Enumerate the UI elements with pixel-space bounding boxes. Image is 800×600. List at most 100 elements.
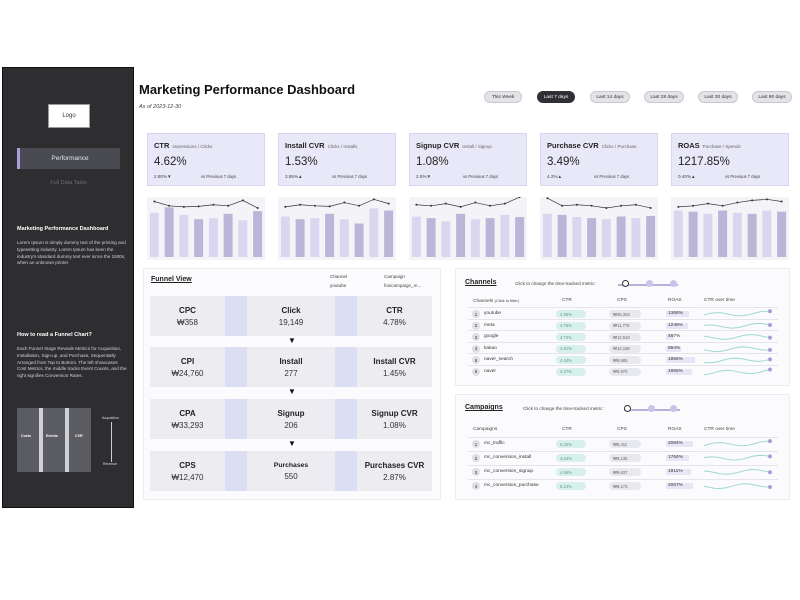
trend-bar bbox=[238, 220, 248, 257]
guide-label-costs: Costs bbox=[21, 434, 31, 438]
sparkline-path bbox=[704, 357, 771, 364]
row-cps-pill: ₩8,173 bbox=[609, 482, 641, 490]
kpi-card-ctr: CTR Impressions / Clicks 4.62% 2.80%▼ vs … bbox=[147, 133, 265, 186]
sparkline-path bbox=[704, 345, 771, 352]
row-name[interactable]: kakao bbox=[484, 345, 497, 351]
funnel-accent bbox=[335, 399, 357, 439]
trend-point bbox=[736, 201, 739, 204]
campaigns-header-ctr: CTR bbox=[562, 427, 572, 432]
trend-bar bbox=[149, 212, 159, 257]
campaign-filter-value[interactable]: foxicampaign_m... bbox=[384, 283, 422, 288]
trend-point bbox=[241, 199, 244, 202]
kpi-value: 1217.85% bbox=[678, 156, 730, 168]
row-name[interactable]: youtube bbox=[484, 311, 502, 316]
row-name[interactable]: mc_conversion_purchase bbox=[484, 483, 539, 488]
trend-point bbox=[605, 206, 608, 209]
row-ctr-pill: 5.25% bbox=[556, 440, 586, 448]
funnel-arrow-icon: ▼ bbox=[288, 336, 296, 345]
row-sparkline bbox=[704, 483, 772, 489]
range-last-14-days[interactable]: Last 14 days bbox=[590, 91, 630, 103]
row-roas: 1246% bbox=[668, 322, 683, 328]
row-name[interactable]: meta bbox=[484, 322, 495, 328]
row-divider bbox=[468, 307, 778, 308]
row-ctr-pill: 4.56% bbox=[556, 468, 586, 476]
row-roas-bar bbox=[666, 334, 674, 340]
trend-bar bbox=[572, 217, 582, 257]
campaigns-header-trend: CTR over time bbox=[704, 427, 735, 432]
channels-header-ctr: CTR bbox=[562, 298, 572, 303]
sparkline-end-dot bbox=[768, 470, 772, 475]
row-cps-pill: ₩12,919 bbox=[609, 333, 641, 341]
campaigns-slider-dot-roas[interactable] bbox=[670, 405, 677, 412]
range-last-7-days[interactable]: Last 7 days bbox=[537, 91, 575, 103]
row-roas-bar bbox=[666, 455, 689, 461]
sparkline-end-dot bbox=[768, 347, 772, 352]
row-index: 3 bbox=[472, 468, 480, 476]
about-title: Marketing Performance Dashboard bbox=[17, 226, 109, 232]
trend-bar bbox=[369, 208, 379, 257]
row-roas-bar bbox=[666, 483, 693, 489]
row-divider bbox=[468, 479, 778, 480]
channels-slider-dot-cps[interactable] bbox=[646, 280, 653, 287]
channels-slider-dot-roas[interactable] bbox=[670, 280, 677, 287]
row-name[interactable]: mc_conversion_install bbox=[484, 455, 532, 460]
range-last-28-days[interactable]: Last 28 days bbox=[644, 91, 684, 103]
trend-line bbox=[678, 198, 782, 208]
row-ctr-pill: 4.72% bbox=[556, 333, 586, 341]
range-last-30-days[interactable]: Last 30 days bbox=[698, 91, 738, 103]
funnel-row-click: CPC ₩358 Click 19,149 CTR 4.78% bbox=[150, 296, 432, 336]
row-index: 6 bbox=[472, 367, 480, 376]
funnel-guide-image: Costs Events CVR Acquisition Revenue bbox=[15, 408, 125, 472]
channels-header-trend: CTR over time bbox=[704, 298, 735, 303]
kpi-value: 3.49% bbox=[547, 156, 580, 168]
trend-bar bbox=[500, 214, 510, 257]
kpi-card-install-cvr: Install CVR Clicks / Installs 1.53% 3.95%… bbox=[278, 133, 396, 186]
guide-col-sep bbox=[65, 408, 69, 472]
row-name[interactable]: mc_conversion_signup bbox=[484, 469, 534, 474]
nav-item-performance[interactable]: Performance bbox=[17, 148, 120, 169]
row-roas: 1856% bbox=[668, 357, 683, 362]
sparkline-path bbox=[704, 334, 771, 340]
row-roas-bar bbox=[666, 441, 693, 447]
row-divider bbox=[468, 330, 778, 331]
nav-item-full-data-table[interactable]: Full Data Table bbox=[50, 180, 87, 186]
channels-slider-dot-ctr[interactable] bbox=[622, 280, 629, 287]
row-index: 1 bbox=[472, 310, 480, 318]
row-roas: 1911% bbox=[668, 469, 683, 474]
funnel-cvr-cell: CTR 4.78% bbox=[383, 305, 406, 327]
row-divider bbox=[468, 341, 778, 343]
kpi-value: 1.53% bbox=[285, 156, 318, 168]
trend-point bbox=[284, 205, 287, 208]
trend-bar bbox=[762, 210, 772, 257]
trend-point bbox=[634, 203, 637, 206]
row-sparkline bbox=[704, 309, 772, 317]
range-this-week[interactable]: This Week bbox=[484, 91, 522, 103]
kpi-delta: 3.95%▲ bbox=[285, 174, 303, 179]
row-name[interactable]: naver bbox=[484, 368, 496, 374]
row-name[interactable]: naver_search bbox=[484, 357, 514, 362]
campaign-filter-label: Campaign bbox=[384, 274, 405, 279]
kpi-value: 1.08% bbox=[416, 156, 449, 168]
channels-metric-hint: Click to change the time-tracked metric: bbox=[515, 281, 596, 286]
campaigns-slider-dot-ctr[interactable] bbox=[624, 405, 631, 412]
trend-bar bbox=[456, 213, 466, 257]
row-name[interactable]: mc_traffic bbox=[484, 441, 505, 446]
sparkline-path bbox=[704, 483, 771, 489]
channel-filter-value[interactable]: youtube bbox=[330, 283, 347, 288]
kpi-name: CTR Impressions / Clicks bbox=[154, 141, 213, 150]
trend-chart-roas bbox=[671, 197, 789, 260]
trend-point bbox=[780, 200, 783, 203]
range-last-90-days[interactable]: Last 90 days bbox=[752, 91, 792, 103]
trend-bar bbox=[208, 218, 218, 257]
trend-bar bbox=[441, 221, 451, 257]
campaigns-slider-dot-cps[interactable] bbox=[648, 405, 655, 412]
trend-chart-ctr bbox=[147, 197, 265, 260]
row-ctr-pill: 4.27% bbox=[556, 367, 586, 376]
funnel-arrow-icon: ▼ bbox=[288, 387, 296, 396]
sidebar: Logo Performance Full Data Table Marketi… bbox=[2, 67, 134, 508]
trend-point bbox=[227, 204, 230, 207]
row-name[interactable]: google bbox=[484, 334, 499, 339]
row-sparkline bbox=[704, 357, 772, 364]
trend-bar bbox=[485, 218, 495, 257]
funnel-event-cell: Install 277 bbox=[279, 356, 303, 378]
